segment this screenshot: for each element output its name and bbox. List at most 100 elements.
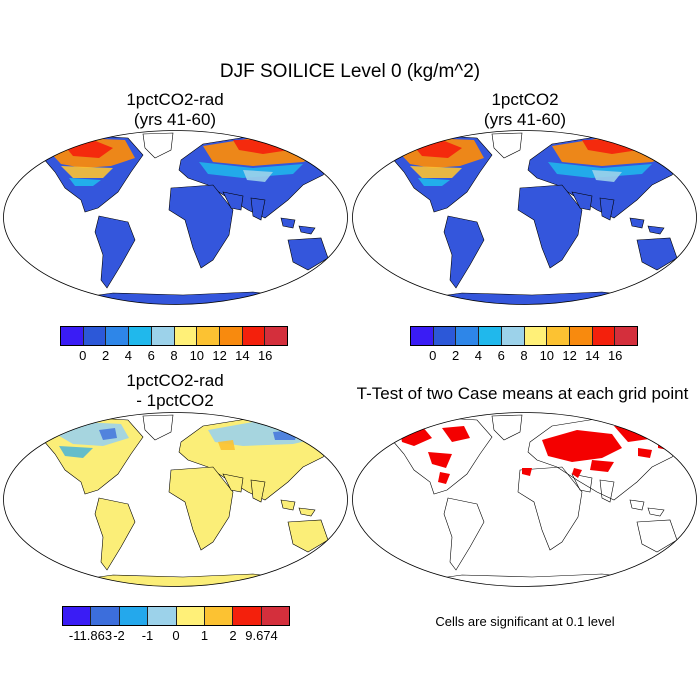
colorbar-tick-label: 14 [585,348,600,363]
south-america [443,215,485,289]
greenland [491,414,523,441]
colorbar-tick-label: 1 [200,628,209,643]
greenland [142,414,174,441]
colorbar-swatch [547,327,570,345]
colorbar-tick-label: 0 [172,628,180,643]
panel-4-title: T-Test of two Case means at each grid po… [345,384,700,404]
colorbar-tick-label: 10 [539,348,555,363]
colorbar-swatch [261,607,289,625]
colorbar-swatch [91,607,120,625]
map-outline [352,412,697,587]
colorbar-panel-2 [410,326,638,346]
colorbar-swatch [615,327,638,345]
map-panel-difference [3,412,348,587]
colorbar-swatch [219,327,243,345]
colorbar-swatch [174,327,198,345]
significance-note: Cells are significant at 0.1 level [435,614,615,629]
map-outline [3,412,348,587]
africa [168,466,234,551]
colorbar-tick-label: 4 [474,348,483,363]
colorbar-tick-label: -1 [141,628,154,643]
colorbar-panel-difference [62,606,290,626]
se-asia-islands [629,499,665,517]
map-outline [3,130,348,305]
africa [168,184,234,269]
colorbar-swatch [61,327,84,345]
africa [517,184,583,269]
map-panel-1pctco2-rad [3,130,348,305]
colorbar-swatch [479,327,502,345]
colorbar-swatch [501,327,525,345]
colorbar-swatch [106,327,130,345]
arabia-india [222,473,266,503]
greenland [491,132,523,159]
south-america [443,497,485,571]
colorbar-tick-label: 2 [229,628,237,643]
map-panel-1pctco2 [352,130,697,305]
greenland [142,132,174,159]
colorbar-tick-label: 4 [124,348,133,363]
australia [287,237,329,271]
colorbar-swatch [524,327,548,345]
colorbar-tick-label: 8 [520,348,528,363]
colorbar-tick-label: 6 [147,348,155,363]
colorbar-swatch [151,327,175,345]
panel-3-title: 1pctCO2-rad - 1pctCO2 [0,371,350,410]
colorbar-swatch [233,607,262,625]
colorbar-swatch [204,607,234,625]
australia [636,237,678,271]
colorbar-swatch [119,607,149,625]
panel-1-title: 1pctCO2-rad (yrs 41-60) [0,90,350,129]
colorbar-swatch [148,607,177,625]
colorbar-swatch [176,607,205,625]
colorbar-tick-label: 2 [451,348,460,363]
africa [517,466,583,551]
colorbar-tick-label: -2 [113,628,125,643]
colorbar-tick-label: 9.674 [245,628,278,643]
colorbar-swatch [411,327,434,345]
panel-3-title-line2: - 1pctCO2 [136,390,214,410]
colorbar-swatch [569,327,593,345]
se-asia-islands [280,217,316,235]
panel-3-title-line1: 1pctCO2-rad [126,371,224,390]
colorbar-swatch [242,327,266,345]
map-outline [352,130,697,305]
colorbar-swatch [265,327,288,345]
panel-2-title-line1: 1pctCO2 [491,90,559,109]
colorbar-tick-label: 12 [562,348,577,363]
south-america [94,215,136,289]
colorbar-tick-label: 0 [429,348,437,363]
arabia-india [571,191,615,221]
colorbar-tick-label: 0 [79,348,87,363]
colorbar-tick-label: 10 [189,348,205,363]
arabia-india [571,473,615,503]
panel-1-title-line2: (yrs 41-60) [133,109,217,129]
australia [636,519,678,553]
colorbar-swatch [63,607,92,625]
panel-2-title: 1pctCO2 (yrs 41-60) [350,90,700,129]
colorbar-swatch [456,327,480,345]
colorbar-swatch [433,327,457,345]
colorbar-tick-label: 8 [170,348,178,363]
colorbar-tick-label: 14 [235,348,250,363]
colorbar-tick-label: 16 [257,348,273,363]
south-america [94,497,136,571]
colorbar-tick-label: -11.863 [68,628,113,643]
colorbar-swatch [129,327,152,345]
colorbar-swatch [83,327,107,345]
figure-title: DJF SOILICE Level 0 (kg/m^2) [219,61,481,82]
map-panel-ttest [352,412,697,587]
colorbar-tick-label: 12 [212,348,227,363]
colorbar-swatch [592,327,616,345]
se-asia-islands [280,499,316,517]
panel-2-title-line2: (yrs 41-60) [483,109,567,129]
panel-1-title-line1: 1pctCO2-rad [126,90,224,109]
arabia-india [222,191,266,221]
panel-4-title-line1: T-Test of two Case means at each grid po… [356,384,689,403]
colorbar-swatch [197,327,220,345]
australia [287,519,329,553]
se-asia-islands [629,217,665,235]
colorbar-tick-label: 16 [607,348,623,363]
colorbar-panel-1 [60,326,288,346]
colorbar-tick-label: 2 [101,348,110,363]
